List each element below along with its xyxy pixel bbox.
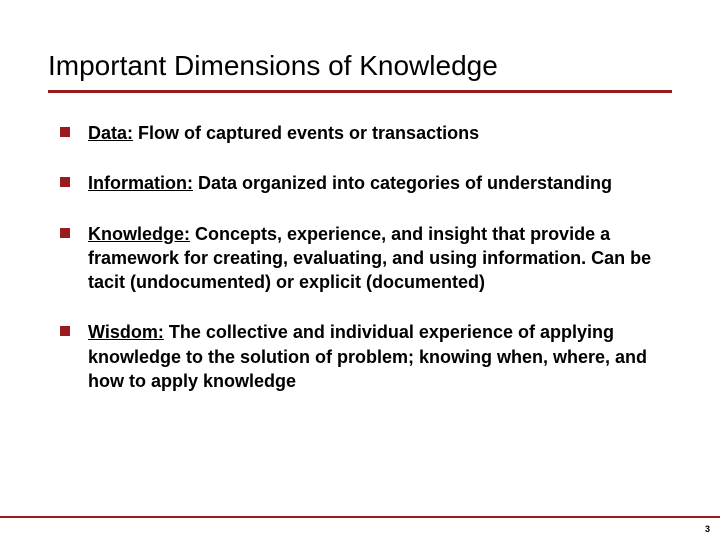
slide-container: Important Dimensions of Knowledge Data: …	[0, 0, 720, 540]
square-bullet-icon	[60, 228, 70, 238]
square-bullet-icon	[60, 326, 70, 336]
bullet-text: Data: Flow of captured events or transac…	[88, 121, 479, 145]
page-number: 3	[705, 524, 710, 534]
title-underline	[48, 90, 672, 93]
bullet-text: Knowledge: Concepts, experience, and ins…	[88, 222, 672, 295]
bullet-item: Data: Flow of captured events or transac…	[60, 121, 672, 145]
footer-underline	[0, 516, 720, 518]
bullet-body: Data organized into categories of unders…	[193, 173, 612, 193]
bullet-item: Knowledge: Concepts, experience, and ins…	[60, 222, 672, 295]
bullet-body: Flow of captured events or transactions	[133, 123, 479, 143]
bullet-term: Wisdom:	[88, 322, 164, 342]
bullet-list: Data: Flow of captured events or transac…	[48, 121, 672, 393]
title-block: Important Dimensions of Knowledge	[48, 50, 672, 93]
bullet-term: Data:	[88, 123, 133, 143]
square-bullet-icon	[60, 177, 70, 187]
bullet-text: Information: Data organized into categor…	[88, 171, 612, 195]
bullet-item: Wisdom: The collective and individual ex…	[60, 320, 672, 393]
bullet-term: Information:	[88, 173, 193, 193]
square-bullet-icon	[60, 127, 70, 137]
bullet-text: Wisdom: The collective and individual ex…	[88, 320, 672, 393]
bullet-item: Information: Data organized into categor…	[60, 171, 672, 195]
bullet-body: The collective and individual experience…	[88, 322, 647, 391]
bullet-term: Knowledge:	[88, 224, 190, 244]
slide-title: Important Dimensions of Knowledge	[48, 50, 672, 88]
